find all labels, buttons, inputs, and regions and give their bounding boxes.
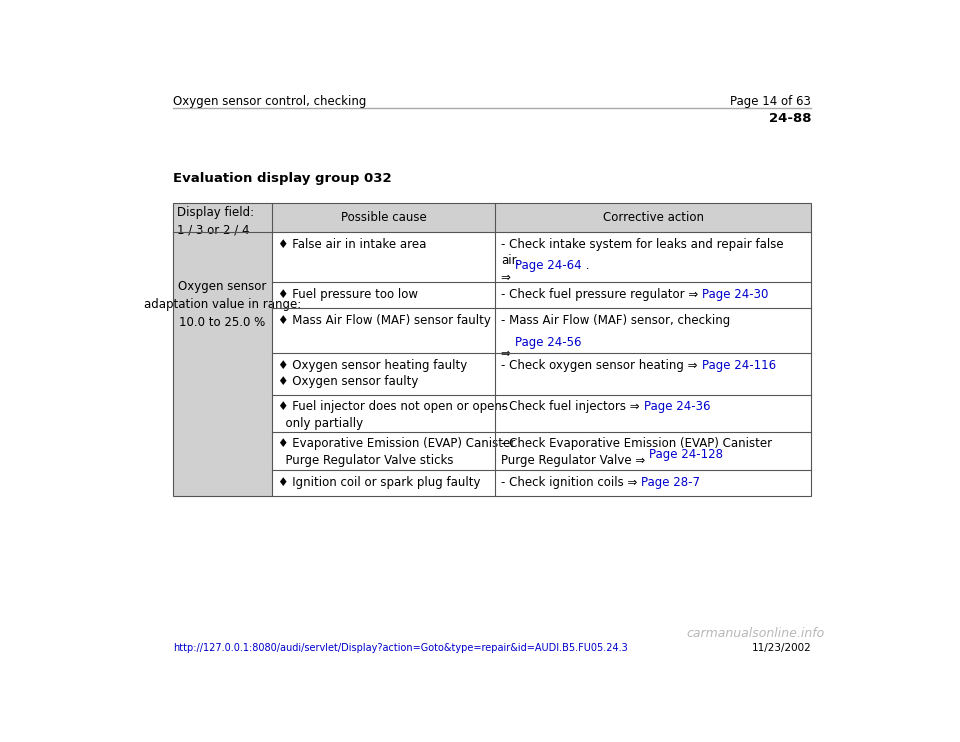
Text: - Check fuel injectors ⇒: - Check fuel injectors ⇒ [501, 400, 643, 413]
Text: Display field:
1 / 3 or 2 / 4: Display field: 1 / 3 or 2 / 4 [177, 206, 253, 236]
Bar [272, 203, 495, 232]
Text: Page 24-56: Page 24-56 [515, 335, 582, 349]
Text: - Check ignition coils ⇒: - Check ignition coils ⇒ [501, 476, 641, 488]
Bar [272, 232, 811, 496]
Text: ⇒: ⇒ [501, 260, 515, 272]
Text: Page 24-36: Page 24-36 [643, 400, 710, 413]
Text: ♦ Ignition coil or spark plug faulty: ♦ Ignition coil or spark plug faulty [278, 476, 481, 488]
Text: .: . [582, 260, 589, 272]
Text: Page 24-128: Page 24-128 [649, 448, 723, 461]
Bar [495, 203, 811, 232]
Text: - Check intake system for leaks and repair false
air.
⇒: - Check intake system for leaks and repa… [501, 237, 784, 283]
Text: Oxygen sensor control, checking: Oxygen sensor control, checking [173, 95, 366, 108]
Text: ♦ Oxygen sensor heating faulty
♦ Oxygen sensor faulty: ♦ Oxygen sensor heating faulty ♦ Oxygen … [278, 358, 468, 388]
Text: - Check Evaporative Emission (EVAP) Canister
Purge Regulator Valve ⇒: - Check Evaporative Emission (EVAP) Cani… [501, 437, 773, 467]
Text: Possible cause: Possible cause [341, 211, 426, 224]
Text: - Check oxygen sensor heating ⇒: - Check oxygen sensor heating ⇒ [501, 358, 702, 372]
Text: ♦ Mass Air Flow (MAF) sensor faulty: ♦ Mass Air Flow (MAF) sensor faulty [278, 314, 491, 327]
Text: - Check fuel pressure regulator ⇒: - Check fuel pressure regulator ⇒ [501, 288, 703, 301]
Text: http://127.0.0.1:8080/audi/servlet/Display?action=Goto&type=repair&id=AUDI.B5.FU: http://127.0.0.1:8080/audi/servlet/Displ… [173, 643, 628, 653]
Text: Corrective action: Corrective action [603, 211, 704, 224]
Text: 24-88: 24-88 [769, 112, 811, 125]
Bar [173, 232, 272, 496]
Text: Page 24-116: Page 24-116 [702, 358, 776, 372]
Text: - Check fuel injectors ⇒: - Check fuel injectors ⇒ [501, 400, 643, 413]
Text: ♦ Fuel injector does not open or opens
  only partially: ♦ Fuel injector does not open or opens o… [278, 400, 508, 430]
Text: Evaluation display group 032: Evaluation display group 032 [173, 172, 392, 186]
Text: ⇒: ⇒ [501, 335, 515, 349]
Text: Purge Regulator Valve ⇒: Purge Regulator Valve ⇒ [501, 448, 649, 461]
Text: Oxygen sensor
adaptation value in range:
10.0 to 25.0 %: Oxygen sensor adaptation value in range:… [144, 280, 300, 329]
Text: carmanualsonline.info: carmanualsonline.info [686, 626, 825, 640]
Text: - Check ignition coils ⇒: - Check ignition coils ⇒ [501, 476, 641, 488]
Text: - Mass Air Flow (MAF) sensor, checking

⇒: - Mass Air Flow (MAF) sensor, checking ⇒ [501, 314, 731, 360]
Text: - Check fuel pressure regulator ⇒: - Check fuel pressure regulator ⇒ [501, 288, 703, 301]
Text: 11/23/2002: 11/23/2002 [752, 643, 811, 653]
Bar [173, 203, 811, 496]
Text: Page 24-30: Page 24-30 [703, 288, 769, 301]
Text: Page 14 of 63: Page 14 of 63 [731, 95, 811, 108]
Text: ♦ False air in intake area: ♦ False air in intake area [278, 237, 426, 251]
Text: Page 24-64: Page 24-64 [515, 260, 582, 272]
Text: - Check oxygen sensor heating ⇒: - Check oxygen sensor heating ⇒ [501, 358, 702, 372]
Bar [173, 203, 272, 232]
Text: ♦ Fuel pressure too low: ♦ Fuel pressure too low [278, 288, 419, 301]
Text: ♦ Evaporative Emission (EVAP) Canister
  Purge Regulator Valve sticks: ♦ Evaporative Emission (EVAP) Canister P… [278, 437, 516, 467]
Text: Page 28-7: Page 28-7 [641, 476, 701, 488]
